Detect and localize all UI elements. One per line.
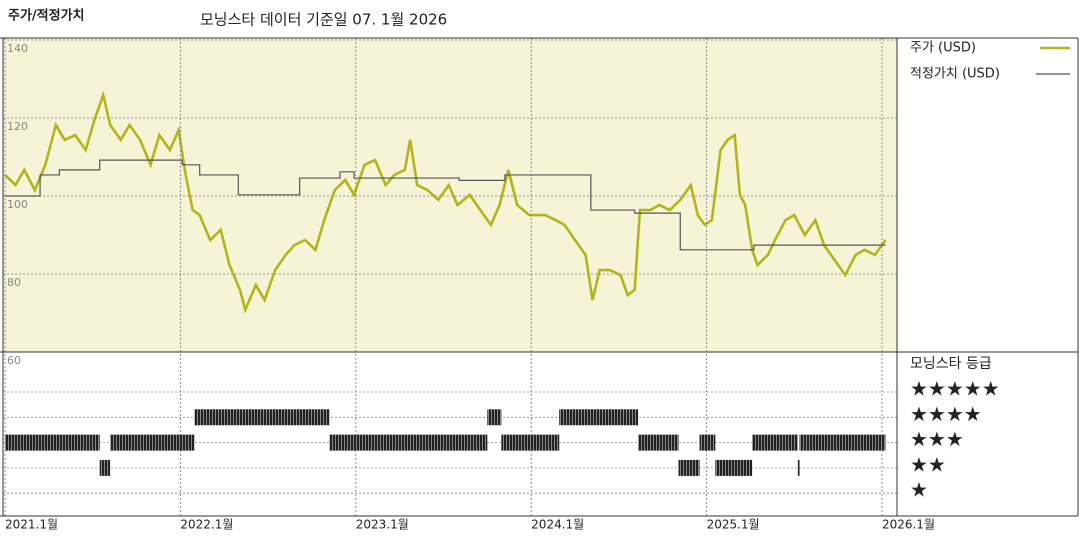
rating-label: ★ — [910, 478, 928, 502]
series-line — [5, 159, 886, 251]
rating-bar — [110, 434, 195, 451]
rating-bar — [699, 434, 716, 451]
y-tick-label: 80 — [7, 276, 21, 289]
rating-bar — [752, 434, 798, 451]
x-tick-label: 2024.1월 — [531, 518, 584, 532]
chart-title: 주가/적정가치 — [8, 8, 85, 24]
x-tick-label: 2026.1월 — [882, 518, 935, 532]
legend-label: 주가 (USD) — [910, 41, 976, 56]
rating-bar — [559, 409, 639, 426]
series-line — [4, 90, 887, 314]
rating-bar — [715, 459, 753, 476]
plot-background — [3, 38, 897, 352]
x-tick-label: 2021.1월 — [5, 518, 58, 532]
rating-bar — [797, 459, 800, 476]
chart-subtitle: 모닝스타 데이터 기준일 07. 1월 2026 — [200, 11, 447, 29]
y-tick-label: 120 — [7, 120, 28, 133]
y-tick-label: 140 — [7, 42, 28, 55]
rating-bar — [194, 409, 330, 426]
rating-bar — [487, 409, 502, 426]
y-tick-label: 60 — [7, 354, 21, 367]
legend-label: 적정가치 (USD) — [910, 67, 1000, 82]
rating-bar — [638, 434, 679, 451]
x-tick-label: 2023.1월 — [356, 518, 409, 532]
rating-bar — [501, 434, 560, 451]
rating-title: 모닝스타 등급 — [910, 356, 992, 372]
rating-bar — [678, 459, 700, 476]
x-tick-label: 2022.1월 — [180, 518, 233, 532]
rating-label: ★★★★ — [910, 402, 982, 426]
rating-label: ★★★★★ — [910, 377, 1000, 401]
rating-bar — [99, 459, 111, 476]
x-tick-label: 2025.1월 — [707, 518, 760, 532]
rating-bar — [5, 434, 100, 451]
rating-bar — [799, 434, 886, 451]
rating-bar — [329, 434, 488, 451]
rating-label: ★★ — [910, 452, 946, 476]
y-tick-label: 100 — [7, 198, 28, 211]
rating-label: ★★★ — [910, 427, 964, 451]
